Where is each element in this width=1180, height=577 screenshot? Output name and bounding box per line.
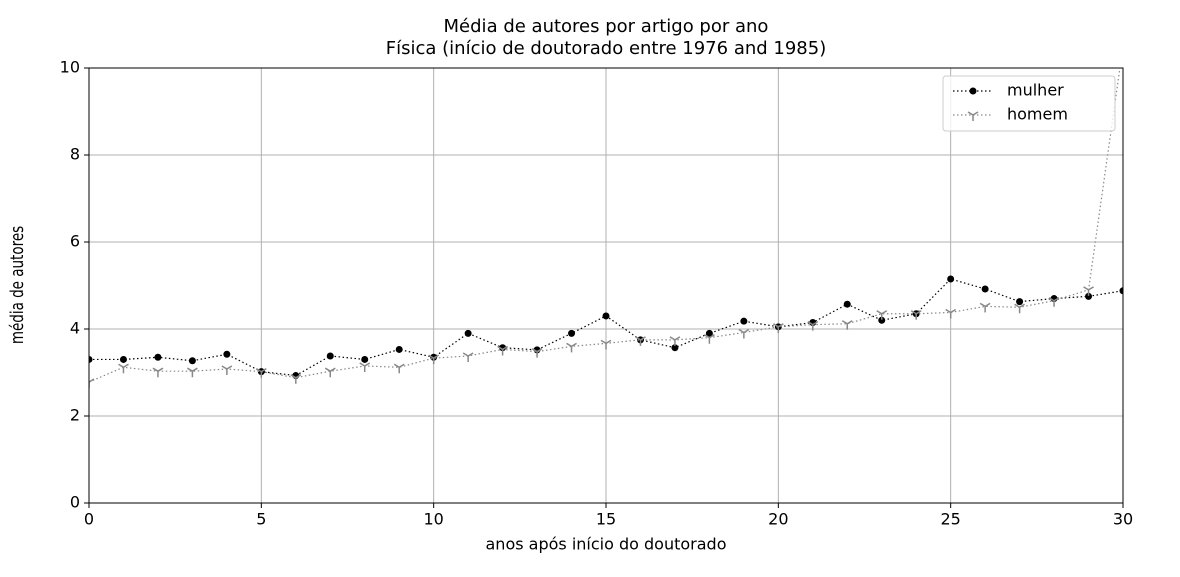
x-tick-label: 25 <box>940 510 960 529</box>
point <box>1085 292 1093 300</box>
x-tick-label: 30 <box>1113 510 1133 529</box>
x-tick-label: 10 <box>423 510 443 529</box>
point <box>568 329 576 337</box>
point <box>1118 43 1128 52</box>
point <box>395 345 403 353</box>
y-tick-label: 8 <box>70 145 80 164</box>
point <box>188 357 196 365</box>
point <box>841 320 853 330</box>
point <box>910 310 922 320</box>
legend-label: homem <box>1007 105 1068 124</box>
y-axis-label: média de autores <box>6 226 27 344</box>
point <box>843 300 851 308</box>
point <box>671 344 679 352</box>
point <box>89 355 93 363</box>
chart-subtitle: Física (início de doutorado entre 1976 a… <box>386 38 826 59</box>
point <box>945 308 957 319</box>
point <box>255 367 267 378</box>
point <box>118 363 129 374</box>
point <box>1083 286 1094 296</box>
x-axis-label: anos após início do doutorado <box>486 535 727 554</box>
x-tick-label: 5 <box>256 510 266 529</box>
point <box>531 347 543 358</box>
point <box>947 275 955 283</box>
point <box>464 329 472 337</box>
point <box>738 328 750 339</box>
point <box>1119 287 1123 295</box>
y-tick-label: 2 <box>70 406 80 425</box>
point <box>878 316 886 324</box>
point <box>154 353 162 361</box>
chart-title: Média de autores por artigo por ano <box>444 16 769 37</box>
point <box>497 345 508 356</box>
y-tick-label: 4 <box>70 319 80 338</box>
point <box>1016 298 1024 306</box>
x-tick-label: 20 <box>768 510 788 529</box>
point <box>876 310 888 320</box>
legend-marker <box>967 111 979 121</box>
point <box>89 378 95 389</box>
point <box>152 367 164 378</box>
point <box>740 317 748 325</box>
point <box>566 342 577 353</box>
point <box>981 285 989 293</box>
point <box>223 350 231 358</box>
point <box>221 365 233 376</box>
y-tick-label: 10 <box>60 58 80 77</box>
point <box>704 334 715 344</box>
point <box>979 302 991 313</box>
point <box>1048 297 1060 307</box>
point <box>807 321 819 331</box>
point <box>602 312 610 320</box>
legend-marker <box>969 87 977 95</box>
point <box>290 374 302 384</box>
y-tick-label: 0 <box>70 493 80 512</box>
point <box>1014 303 1025 314</box>
point <box>359 362 371 372</box>
point <box>669 336 681 346</box>
point <box>428 354 440 365</box>
x-tick-label: 0 <box>84 510 94 529</box>
legend-box <box>942 75 1116 132</box>
legend-label: mulher <box>1007 81 1064 100</box>
point <box>326 352 334 360</box>
point <box>600 339 612 350</box>
point <box>324 367 336 378</box>
point <box>772 323 784 333</box>
point <box>462 352 474 362</box>
x-tick-label: 15 <box>596 510 616 529</box>
point <box>705 329 713 337</box>
point <box>499 344 507 352</box>
point <box>361 355 369 363</box>
point <box>635 336 646 346</box>
point <box>119 355 127 363</box>
point <box>187 367 198 378</box>
y-tick-label: 6 <box>70 232 80 251</box>
point <box>393 363 405 374</box>
